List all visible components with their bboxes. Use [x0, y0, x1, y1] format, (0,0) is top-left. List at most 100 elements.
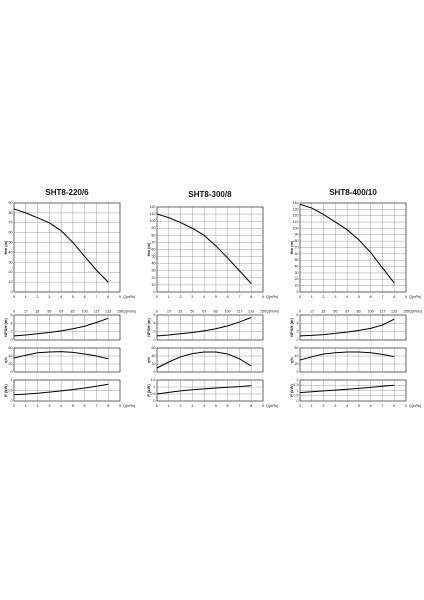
- y-tick-label: 30: [152, 269, 156, 273]
- y-tick-label: 0: [154, 338, 156, 342]
- curve: [156, 317, 252, 337]
- y-tick-label: 120: [150, 205, 156, 209]
- x2-tick-label: 0: [156, 309, 158, 313]
- plot-frame: [299, 379, 407, 402]
- x-axis-label: Q(m³/h): [409, 295, 421, 299]
- x-tick-label: 2: [323, 404, 325, 408]
- y-tick-label: 6: [154, 313, 156, 317]
- y-axis-label: NPSH (m): [289, 318, 294, 337]
- x2-tick-label: 17: [24, 309, 28, 313]
- x2-tick-label: 83: [357, 309, 361, 313]
- x-tick-label: 2: [180, 295, 182, 299]
- y-axis-label: Hm (m): [289, 240, 294, 254]
- x-tick-label: 7: [238, 404, 240, 408]
- y-tick-label: 0: [11, 290, 13, 294]
- x-tick-label: 1: [25, 295, 27, 299]
- y-axis-label: Hm (m): [146, 242, 151, 256]
- y-tick-label: 90: [9, 201, 13, 205]
- y-tick-label: 50: [295, 258, 299, 262]
- x-tick-label: 9: [405, 404, 407, 408]
- x2-tick-label: 117: [94, 309, 100, 313]
- y-tick-label: 0: [154, 399, 156, 403]
- x-tick-label: 8: [107, 295, 109, 299]
- y-tick-label: 6: [297, 313, 299, 317]
- x-tick-label: 6: [227, 295, 229, 299]
- x-tick-label: 0: [299, 404, 301, 408]
- plot-frame: [13, 379, 121, 402]
- plot-frame: [13, 347, 121, 373]
- x2-tick-label: 133: [105, 309, 111, 313]
- plot-frame: [13, 314, 121, 341]
- y-tick-label: 40: [295, 354, 299, 358]
- x2-tick-label: 67: [202, 309, 206, 313]
- x-tick-label: 5: [72, 404, 74, 408]
- y-tick-label: 60: [9, 346, 13, 350]
- plot-frame: [299, 202, 407, 293]
- x2-tick-label: 100: [368, 309, 374, 313]
- y-tick-label: 4: [297, 321, 299, 325]
- y-tick-label: 100: [293, 226, 299, 230]
- x-tick-label: 0: [156, 404, 158, 408]
- x-tick-label: 5: [358, 295, 360, 299]
- y-axis-label: P (kW): [289, 384, 294, 397]
- y-tick-label: 10: [295, 284, 299, 288]
- y-tick-label: 0: [297, 290, 299, 294]
- x-tick-label: 0: [299, 295, 301, 299]
- x-tick-label: 1: [311, 404, 313, 408]
- y-axis-label: η%: [3, 357, 8, 363]
- x2-tick-label: 100: [225, 309, 231, 313]
- y-tick-label: 80: [9, 211, 13, 215]
- x-tick-label: 0: [13, 295, 15, 299]
- y-tick-label: 0: [154, 290, 156, 294]
- y-axis-label: NPSH (m): [3, 318, 8, 337]
- y-tick-label: 6: [11, 313, 13, 317]
- y-tick-label: 60: [295, 346, 299, 350]
- y-tick-label: 2: [297, 378, 299, 382]
- x-tick-label: 9: [119, 295, 121, 299]
- y-tick-label: 110: [293, 220, 299, 224]
- y-tick-label: 140: [293, 201, 299, 205]
- x-tick-label: 7: [238, 295, 240, 299]
- plot-frame: [299, 314, 407, 341]
- x-tick-label: 7: [95, 404, 97, 408]
- y-tick-label: 70: [9, 221, 13, 225]
- x2-tick-label: 33: [321, 309, 325, 313]
- x2-tick-label: 67: [59, 309, 63, 313]
- x2-tick-label: 50: [333, 309, 337, 313]
- y-tick-label: 80: [295, 239, 299, 243]
- curve: [299, 318, 395, 337]
- x2-tick-label: 100: [82, 309, 88, 313]
- y-tick-label: 1.5: [151, 378, 156, 382]
- x2-tick-label: 50: [190, 309, 194, 313]
- x-tick-label: 8: [393, 295, 395, 299]
- y-tick-label: 2: [154, 330, 156, 334]
- chart-title: SHT8-220/6: [45, 188, 89, 197]
- y-tick-label: 60: [152, 247, 156, 251]
- y-tick-label: 20: [295, 362, 299, 366]
- chart-title: SHT8-400/10: [329, 188, 377, 197]
- x-tick-label: 4: [60, 404, 62, 408]
- y-tick-label: 50: [152, 255, 156, 259]
- x2-tick-label: 117: [380, 309, 386, 313]
- plot-frame: [156, 206, 264, 293]
- x-tick-label: 8: [107, 404, 109, 408]
- x-tick-label: 3: [334, 295, 336, 299]
- x2-tick-label: 50: [47, 309, 51, 313]
- x-tick-label: 6: [84, 295, 86, 299]
- y-tick-label: 0: [297, 399, 299, 403]
- x2-tick-label: 150: [260, 309, 266, 313]
- plot-frame: [156, 347, 264, 373]
- y-tick-label: 4: [154, 321, 156, 325]
- y-tick-label: 30: [295, 271, 299, 275]
- x-tick-label: 0: [156, 295, 158, 299]
- y-axis-label: Hm (m): [3, 240, 8, 254]
- x2-tick-label: 150: [403, 309, 409, 313]
- x-axis-label: Q(m³/h): [266, 295, 278, 299]
- x2-tick-label: 17: [310, 309, 314, 313]
- y-axis-label: P (kW): [146, 384, 151, 397]
- y-tick-label: 0: [297, 338, 299, 342]
- x-tick-label: 5: [215, 295, 217, 299]
- y-tick-label: 0: [11, 370, 13, 374]
- x-tick-label: 3: [191, 295, 193, 299]
